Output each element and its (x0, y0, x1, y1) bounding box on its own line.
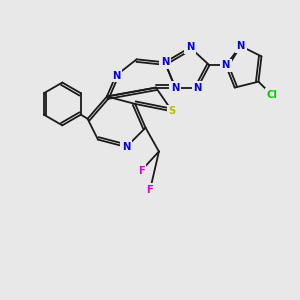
Text: N: N (194, 82, 202, 93)
Text: N: N (161, 57, 169, 67)
Text: N: N (186, 43, 194, 52)
Text: F: F (138, 166, 145, 176)
Text: N: N (236, 41, 245, 51)
Text: N: N (222, 60, 230, 70)
Text: N: N (122, 142, 130, 152)
Text: Cl: Cl (266, 90, 277, 100)
Text: F: F (147, 185, 153, 195)
Text: N: N (112, 71, 120, 81)
Text: S: S (169, 106, 176, 116)
Text: N: N (171, 82, 179, 93)
